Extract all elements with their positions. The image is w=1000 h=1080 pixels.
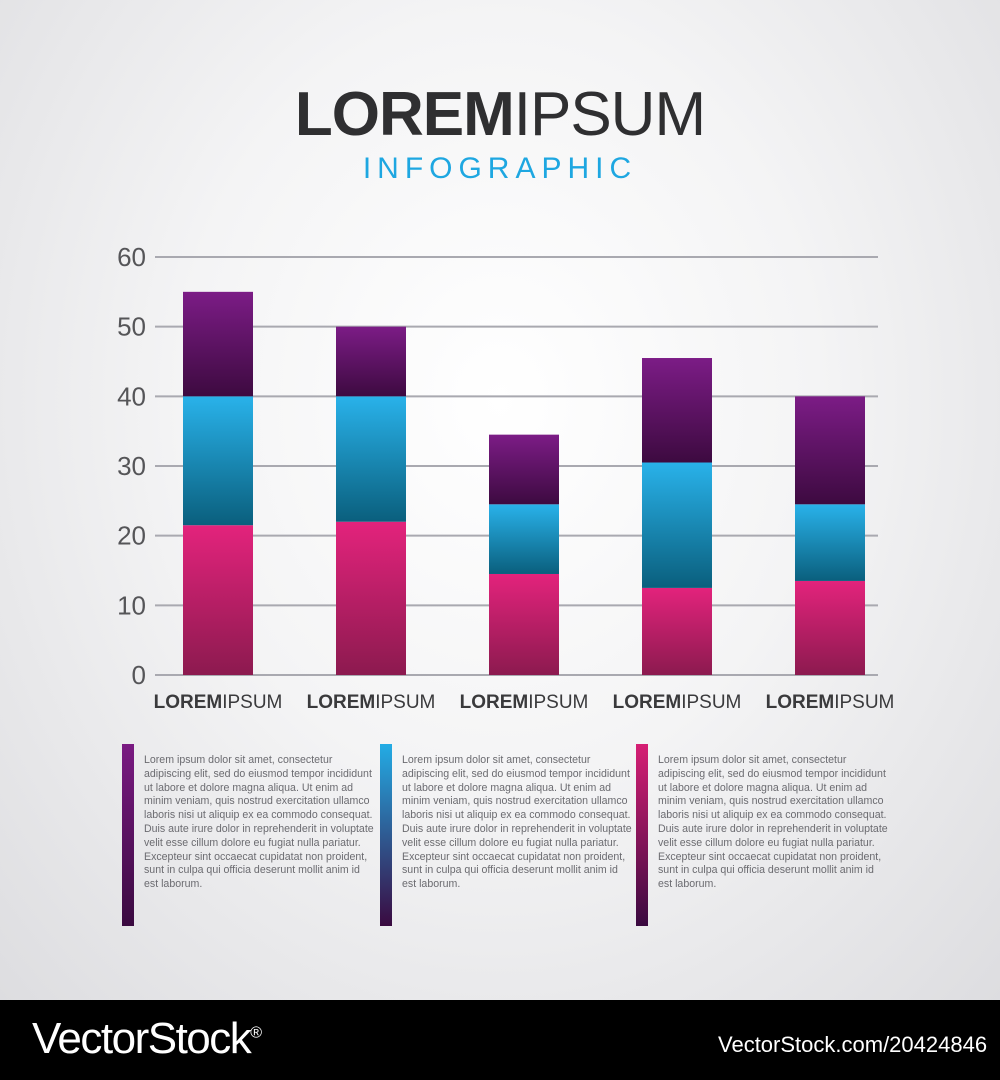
y-tick-label: 30 (117, 451, 146, 481)
bar-segment-purple (642, 358, 712, 463)
bar-segment-pink (336, 521, 406, 675)
text-column-2: Lorem ipsum dolor sit amet, consectetur … (380, 744, 632, 926)
bar-segment-pink (795, 580, 865, 675)
bar-segment-blue (336, 396, 406, 522)
text-column-paragraph: Lorem ipsum dolor sit amet, consectetur … (402, 754, 632, 891)
text-column-paragraph: Lorem ipsum dolor sit amet, consectetur … (658, 754, 888, 891)
y-tick-label: 0 (132, 660, 146, 690)
stacked-bar-chart: 0 10 20 30 40 50 60 LOREMIPSUM LOREMIPSUM LOREMIP… (117, 242, 894, 713)
bar-segment-pink (642, 587, 712, 675)
bar-segment-purple (183, 291, 253, 397)
title-bold-part: LOREM (294, 80, 515, 149)
page-title: LOREMIPSUM (0, 80, 1000, 150)
bar-segment-purple (795, 396, 865, 505)
bar-segment-blue (642, 462, 712, 588)
watermark-footer: VectorStock® VectorStock.com/20424846 (0, 1000, 1000, 1080)
x-category-label: LOREMIPSUM (766, 692, 895, 713)
page-subtitle: INFOGRAPHIC (362, 152, 638, 185)
bar-segment-blue (795, 504, 865, 581)
watermark-logo-text: VectorStock (32, 1014, 252, 1063)
title-block: LOREMIPSUM INFOGRAPHIC (0, 80, 1000, 186)
infographic-canvas: LOREMIPSUM INFOGRAPHIC 0 10 20 30 40 50 60 LORE… (0, 0, 1000, 1000)
x-category-label: LOREMIPSUM (154, 692, 283, 713)
y-tick-label: 50 (117, 312, 146, 342)
bar-segment-pink (183, 525, 253, 675)
y-tick-label: 10 (117, 590, 146, 620)
watermark-registered-mark: ® (250, 1024, 262, 1042)
accent-bar-blue (380, 744, 392, 926)
bar-segment-blue (489, 504, 559, 574)
x-category-label: LOREMIPSUM (613, 692, 742, 713)
bar-segment-purple (489, 434, 559, 505)
text-column-3: Lorem ipsum dolor sit amet, consectetur … (636, 744, 888, 926)
x-category-label: LOREMIPSUM (307, 692, 436, 713)
bar-segment-pink (489, 573, 559, 675)
y-tick-label: 60 (117, 242, 146, 272)
y-tick-label: 40 (117, 381, 146, 411)
bar-segment-blue (183, 396, 253, 526)
watermark-url: VectorStock.com/20424846 (718, 1032, 988, 1057)
text-column-1: Lorem ipsum dolor sit amet, consectetur … (122, 744, 374, 926)
title-light-part: IPSUM (513, 80, 706, 149)
accent-bar-purple (122, 744, 134, 926)
watermark-logo: VectorStock® (32, 1014, 262, 1064)
axis-labels: 0 10 20 30 40 50 60 LOREMIPSUM LOREMIPSUM LOREMIP… (117, 242, 894, 713)
x-category-label: LOREMIPSUM (460, 692, 589, 713)
bars (183, 291, 865, 675)
y-tick-label: 20 (117, 521, 146, 551)
bar-segment-purple (336, 326, 406, 397)
text-column-paragraph: Lorem ipsum dolor sit amet, consectetur … (144, 754, 374, 891)
accent-bar-pink (636, 744, 648, 926)
